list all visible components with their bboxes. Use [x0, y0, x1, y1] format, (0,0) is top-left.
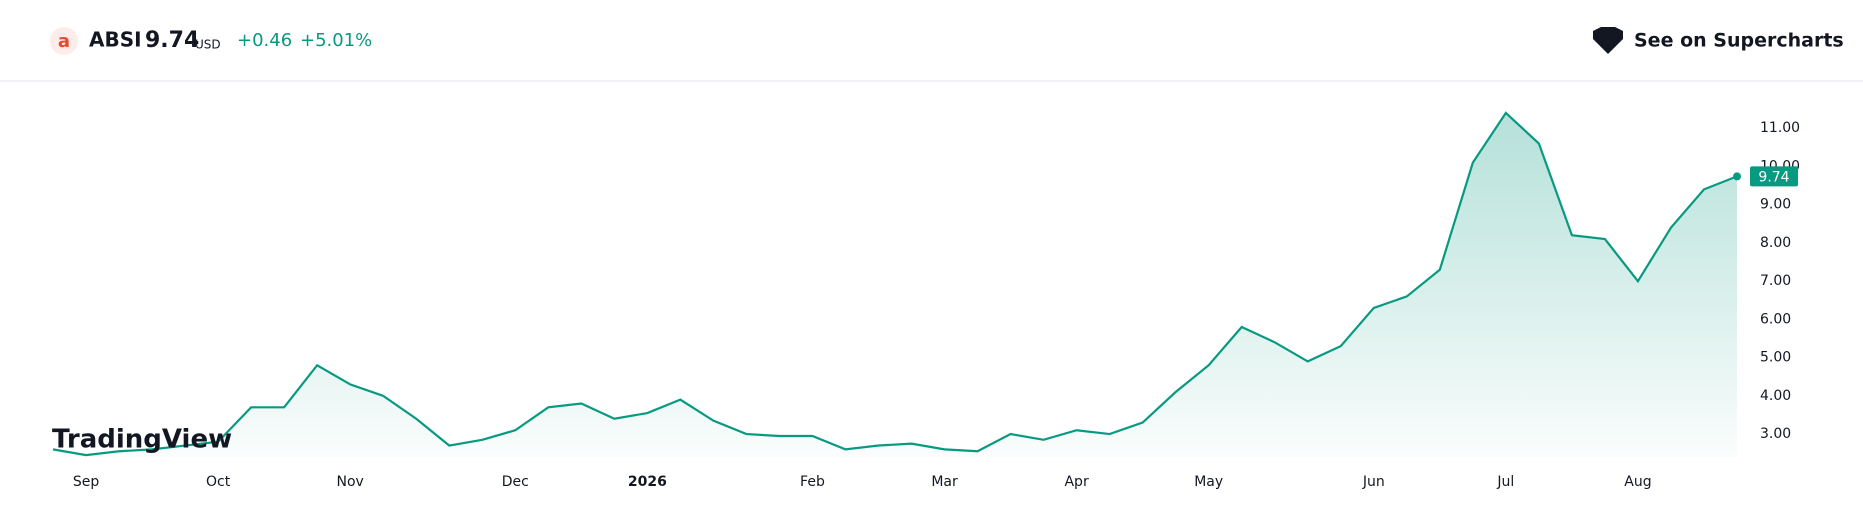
supercharts-button[interactable]: See on Supercharts	[1593, 27, 1844, 54]
symbol-logo-letter: a	[58, 31, 70, 52]
button-label[interactable]: See on Supercharts	[1634, 30, 1844, 52]
x-tick-label: Sep	[73, 474, 100, 490]
area-fill	[53, 112, 1737, 457]
y-tick-label: 8.00	[1760, 235, 1791, 251]
y-tick-label: 3.00	[1760, 426, 1791, 442]
symbol-logo	[50, 27, 78, 55]
x-tick-label: Aug	[1624, 474, 1651, 490]
x-tick-label: Dec	[502, 474, 529, 490]
x-tick-label: May	[1194, 474, 1223, 490]
x-tick-label: Mar	[931, 474, 958, 490]
symbol: ABSI	[89, 28, 142, 52]
currency: USD	[195, 38, 221, 52]
y-tick-label: 5.00	[1760, 350, 1791, 366]
x-tick-label: Apr	[1064, 474, 1088, 490]
y-tick-label: 7.00	[1760, 273, 1791, 289]
watermark: TradingView	[52, 425, 232, 455]
price-line	[52, 111, 1738, 457]
change-percent: +5.01%	[300, 30, 372, 51]
last-value-badge	[1750, 166, 1798, 187]
x-tick-label: 2026	[628, 474, 667, 490]
button-icon	[1593, 27, 1623, 54]
last-value-label: 9.74	[1758, 169, 1789, 185]
x-tick-label: Feb	[800, 474, 825, 490]
price: 9.74	[145, 28, 199, 53]
y-tick-label: 4.00	[1760, 388, 1791, 404]
y-tick-label: 6.00	[1760, 311, 1791, 327]
y-tick-label: 9.00	[1760, 197, 1791, 213]
last-point	[1733, 172, 1741, 181]
x-tick-label: Jul	[1496, 474, 1514, 490]
x-tick-label: Oct	[206, 474, 231, 490]
change: +0.46	[237, 30, 292, 51]
x-tick-label: Nov	[337, 474, 364, 490]
y-tick-label: 11.00	[1760, 120, 1800, 136]
x-tick-label: Jun	[1362, 474, 1385, 490]
